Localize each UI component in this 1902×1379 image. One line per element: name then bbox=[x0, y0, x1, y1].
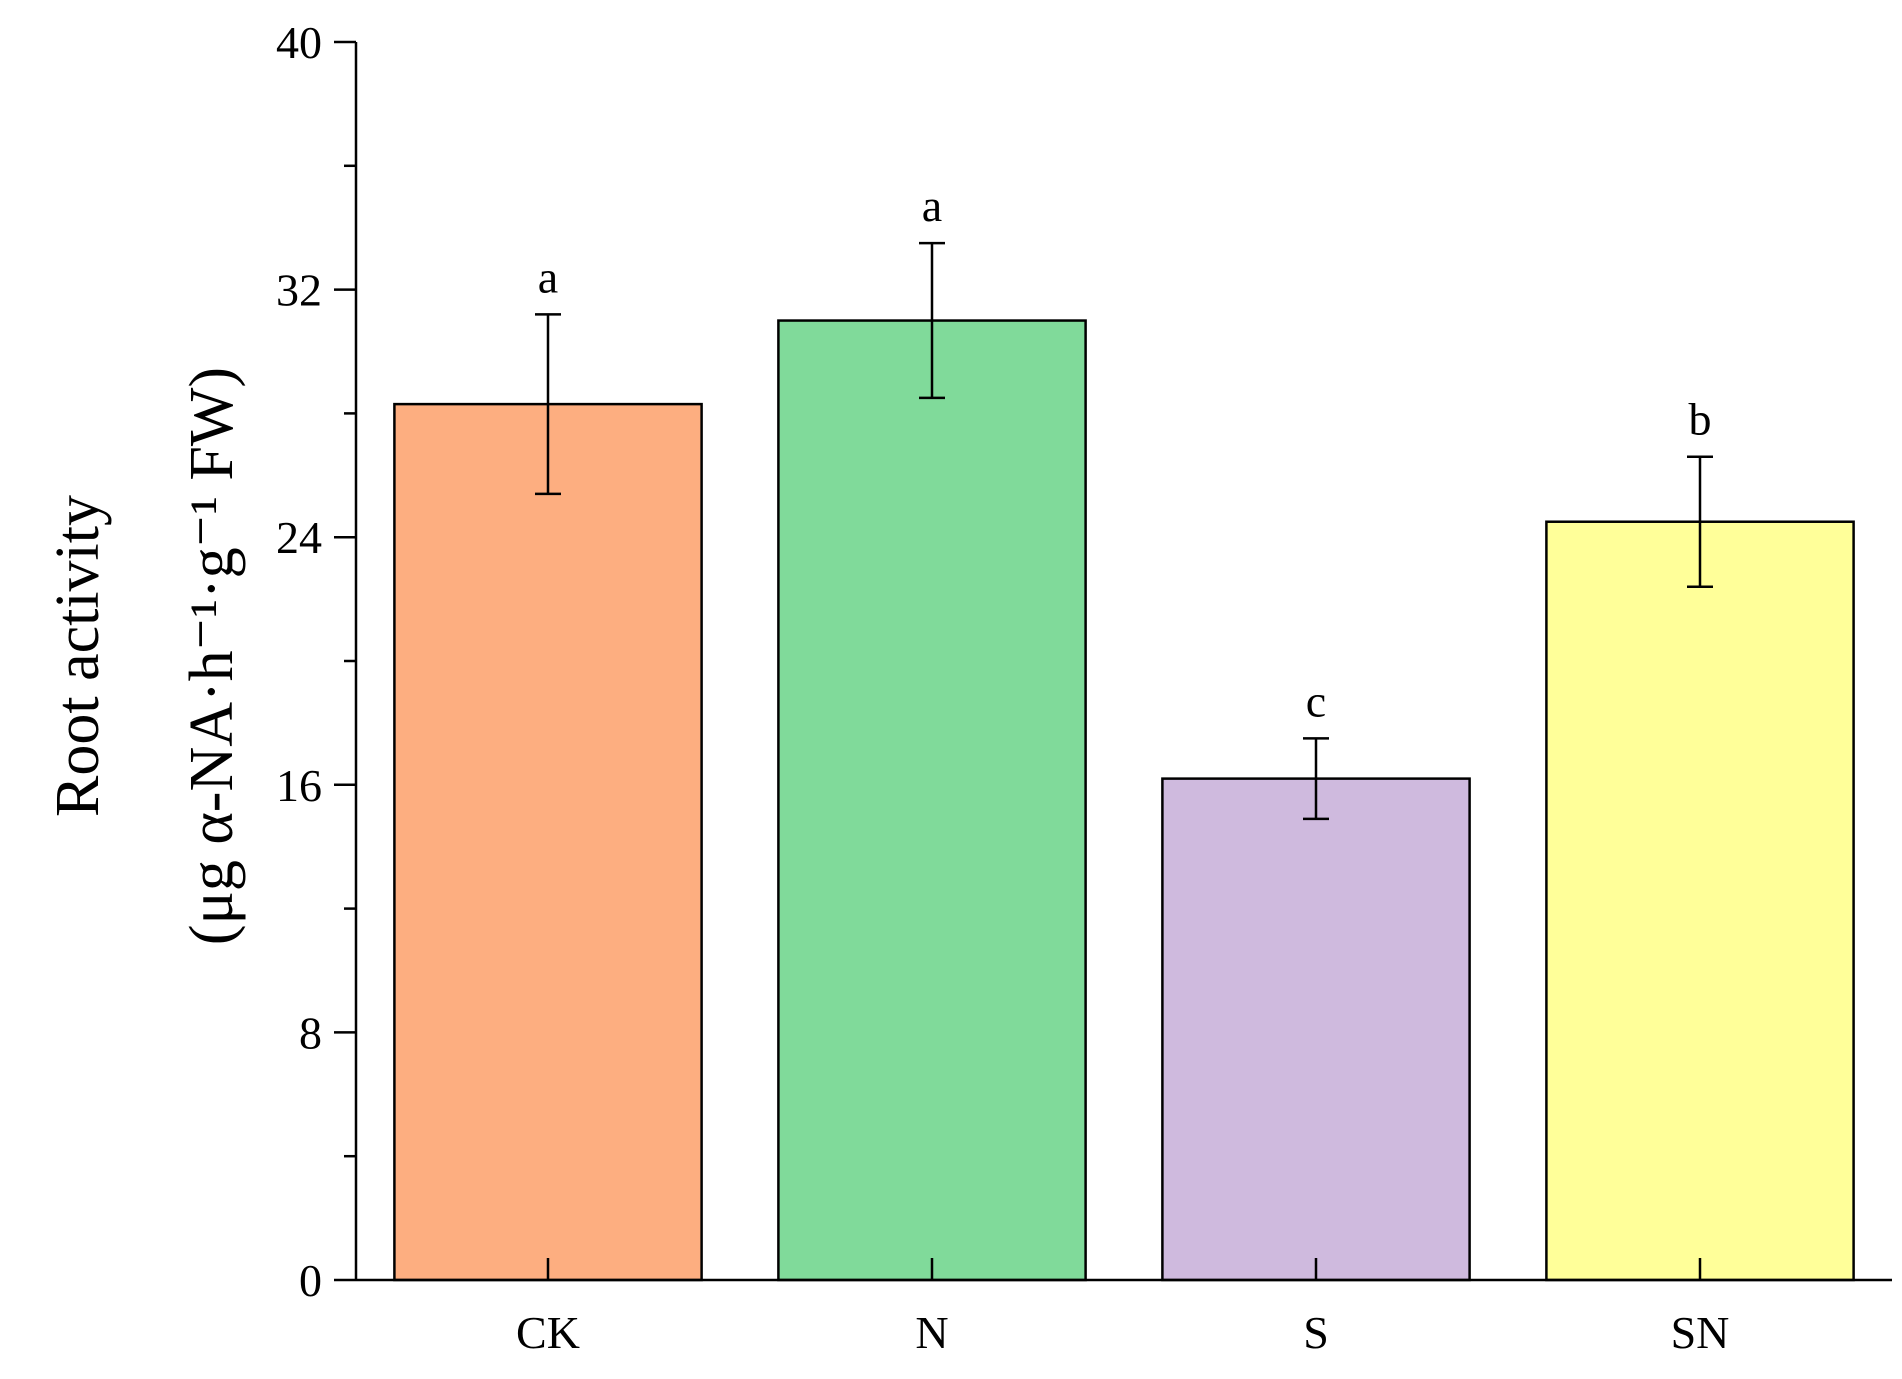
error-bars-group bbox=[535, 241, 1713, 821]
x-tick-label-n: N bbox=[915, 1307, 948, 1358]
y-tick-label-32: 32 bbox=[276, 265, 322, 316]
y-tick-label-24: 24 bbox=[276, 512, 322, 563]
x-tick-label-s: S bbox=[1303, 1307, 1329, 1358]
y-tick-label-8: 8 bbox=[299, 1007, 322, 1058]
significance-letter-sn: b bbox=[1689, 394, 1712, 445]
significance-letters-group: a a c b bbox=[538, 180, 1712, 726]
significance-letter-ck: a bbox=[538, 251, 558, 302]
y-tick-label-40: 40 bbox=[276, 17, 322, 68]
bar-sn bbox=[1545, 520, 1855, 1282]
bar-ck bbox=[393, 402, 703, 1282]
y-tick-label-16: 16 bbox=[276, 760, 322, 811]
y-axis-label-line1: Root activity bbox=[44, 495, 112, 817]
bar-n bbox=[777, 319, 1087, 1282]
y-tick-label-0: 0 bbox=[299, 1255, 322, 1306]
y-ticks-group: 0 8 16 24 32 40 bbox=[276, 17, 356, 1306]
significance-letter-s: c bbox=[1306, 675, 1326, 726]
x-tick-label-sn: SN bbox=[1671, 1307, 1730, 1358]
y-axis-label-line2: (μg α-NA·h⁻¹·g⁻¹ FW) bbox=[178, 367, 246, 945]
bar-s bbox=[1161, 777, 1471, 1282]
bars-group bbox=[393, 319, 1855, 1282]
y-axis-label: Root activity (μg α-NA·h⁻¹·g⁻¹ FW) bbox=[44, 367, 246, 945]
x-tick-label-ck: CK bbox=[516, 1307, 580, 1358]
x-ticks-group: CK N S SN bbox=[516, 1258, 1729, 1358]
significance-letter-n: a bbox=[922, 180, 942, 231]
